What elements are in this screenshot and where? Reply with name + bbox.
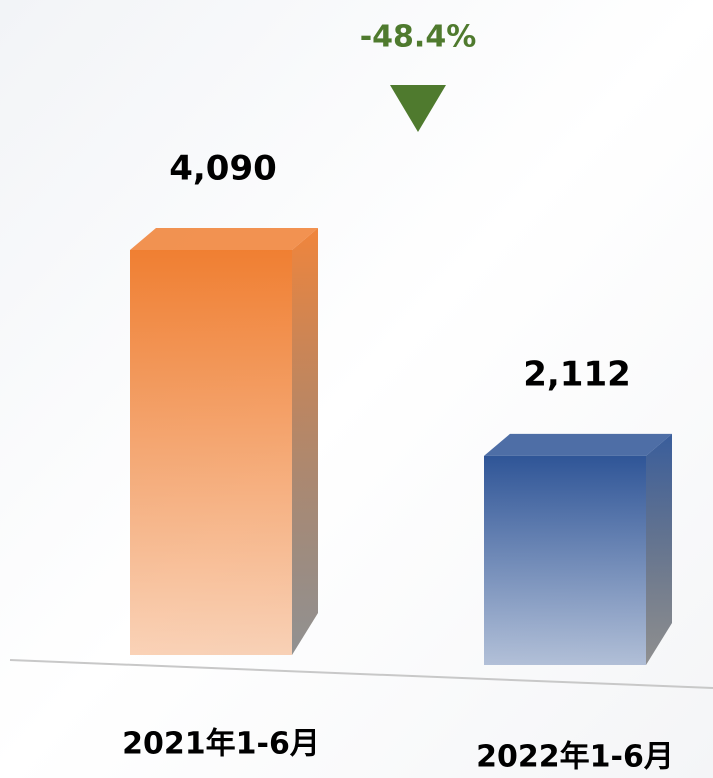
x-tick-label: 2021年1-6月 — [122, 727, 320, 762]
bar — [130, 250, 292, 655]
x-tick-label: 2022年1-6月 — [476, 740, 674, 775]
bar — [484, 455, 646, 665]
baseline — [9, 659, 713, 689]
change-annotation: -48.4% — [360, 20, 477, 55]
bar-top — [130, 228, 318, 250]
down-arrow — [390, 85, 446, 132]
bar-top — [484, 433, 672, 456]
value-label: 4,090 — [169, 149, 277, 189]
bar-side — [292, 228, 318, 655]
bar-side — [646, 433, 672, 665]
value-label: 2,112 — [523, 354, 631, 394]
